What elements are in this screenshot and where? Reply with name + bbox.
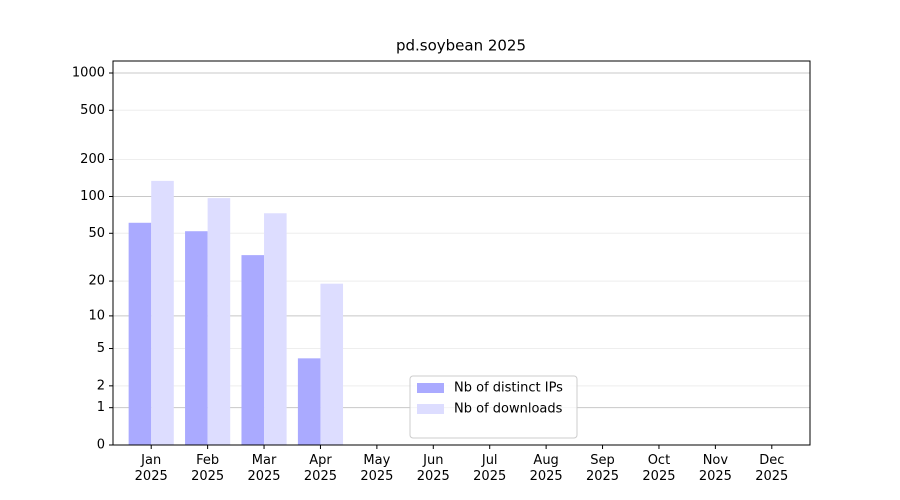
y-tick-label: 2 — [97, 378, 105, 393]
x-tick-label: Jan 2025 — [134, 453, 168, 484]
x-tick-label: Sep 2025 — [585, 453, 620, 484]
bar — [207, 198, 231, 445]
y-tick-label: 5 — [97, 341, 105, 356]
x-tick-label: Dec 2025 — [755, 453, 789, 484]
x-tick-label: Nov 2025 — [698, 453, 732, 484]
x-tick-label: Jul 2025 — [473, 453, 507, 484]
legend-swatch — [417, 383, 444, 393]
legend-label: Nb of distinct IPs — [454, 381, 563, 396]
bar — [297, 358, 321, 445]
x-tick-label: Feb 2025 — [191, 453, 225, 484]
y-tick-label: 10 — [88, 308, 105, 323]
bar — [241, 255, 265, 445]
x-tick-label: Aug 2025 — [529, 453, 563, 484]
y-tick-label: 0 — [97, 438, 105, 453]
y-tick-label: 200 — [80, 152, 105, 167]
legend-box — [409, 375, 578, 439]
bar — [151, 180, 174, 445]
x-tick-label: May 2025 — [360, 453, 394, 484]
x-tick-label: Mar 2025 — [247, 453, 281, 484]
y-tick-label: 1 — [97, 400, 105, 415]
y-tick-label: 100 — [80, 189, 105, 204]
y-tick-label: 1000 — [72, 66, 105, 81]
y-tick-label: 50 — [88, 226, 105, 241]
legend-label: Nb of downloads — [454, 402, 563, 417]
bar — [320, 283, 344, 445]
x-tick-label: Apr 2025 — [303, 453, 337, 484]
legend-swatch — [417, 404, 444, 414]
bar — [185, 231, 208, 445]
bar — [264, 213, 287, 445]
x-tick-label: Jun 2025 — [416, 453, 450, 484]
x-tick-label: Oct 2025 — [642, 453, 676, 484]
chart-title: pd.soybean 2025 — [396, 37, 526, 55]
plot-frame — [112, 60, 811, 446]
y-tick-label: 500 — [80, 103, 105, 118]
bar — [128, 222, 152, 445]
y-tick-label: 20 — [88, 274, 105, 289]
